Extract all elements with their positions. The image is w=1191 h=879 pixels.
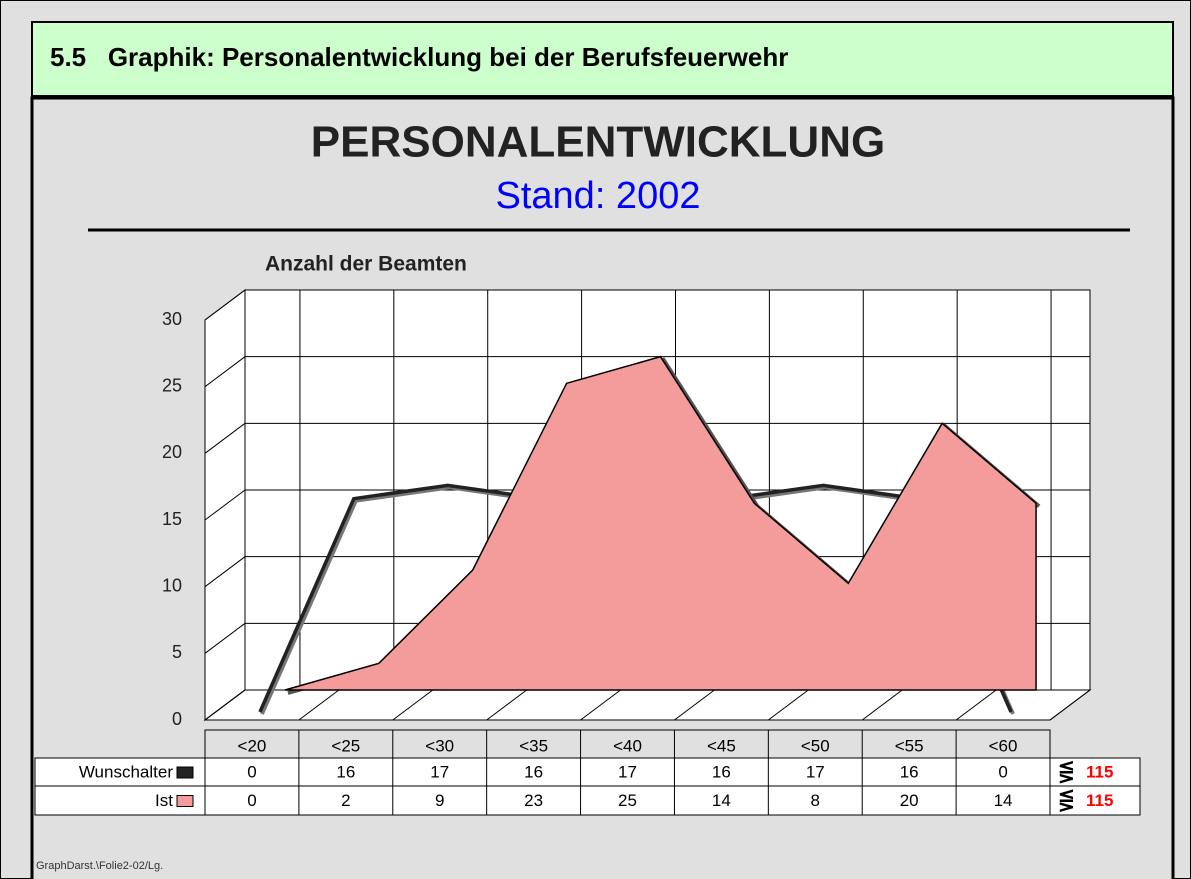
table-value: 0 xyxy=(998,762,1007,781)
grid-line xyxy=(204,622,246,654)
chart-subtitle: Stand: 2002 xyxy=(496,175,701,217)
floor-line xyxy=(1049,689,1091,721)
floor-line xyxy=(392,689,434,721)
total-symbol: ⋚ xyxy=(1058,760,1075,784)
floor xyxy=(203,689,1092,721)
y-tick-label: 25 xyxy=(162,375,182,395)
grid-line xyxy=(204,289,246,321)
x-tick-label: <45 xyxy=(707,736,736,755)
floor-line xyxy=(674,689,715,721)
y-tick-label: 10 xyxy=(162,575,182,595)
x-tick-label: <55 xyxy=(895,736,924,755)
table-value: 2 xyxy=(341,791,350,810)
table-value: 14 xyxy=(712,791,731,810)
floor-line xyxy=(204,689,246,721)
grid-line xyxy=(204,489,246,521)
y-tick-label: 0 xyxy=(172,709,182,729)
legend-swatch xyxy=(176,795,194,807)
table-value: 8 xyxy=(811,791,820,810)
floor-line xyxy=(861,689,903,721)
header-bar xyxy=(31,21,1174,97)
table-value: 0 xyxy=(247,791,256,810)
table-value: 17 xyxy=(430,762,449,781)
table-value: 20 xyxy=(900,791,919,810)
table-value: 16 xyxy=(900,762,919,781)
table-value: 9 xyxy=(435,791,444,810)
area xyxy=(284,355,1037,691)
floor-line xyxy=(955,689,997,721)
table-value: 17 xyxy=(618,762,637,781)
table-value: 16 xyxy=(524,762,543,781)
x-tick-label: <25 xyxy=(331,736,360,755)
floor-line xyxy=(486,689,527,721)
table-value: 14 xyxy=(994,791,1013,810)
header-title: 5.5 Graphik: Personalentwicklung bei der… xyxy=(50,42,788,72)
table-value: 16 xyxy=(336,762,355,781)
y-tick-label: 30 xyxy=(162,309,182,329)
x-tick-label: <50 xyxy=(801,736,830,755)
floor-line xyxy=(768,689,809,721)
x-tick-label: <20 xyxy=(238,736,267,755)
table-value: 25 xyxy=(618,791,637,810)
y-tick-label: 5 xyxy=(172,642,182,662)
grid-line xyxy=(204,422,246,454)
grid-line xyxy=(204,556,246,588)
total-value: 115 xyxy=(1086,791,1113,810)
grid-line xyxy=(204,356,246,388)
legend-swatch xyxy=(176,766,194,779)
legend-label: Wunschalter xyxy=(79,762,174,781)
y-tick-label: 15 xyxy=(162,509,182,529)
footer: GraphDarst.\Folie2-02/Lg. xyxy=(36,860,163,872)
x-tick-label: <40 xyxy=(613,736,642,755)
table-value: 17 xyxy=(806,762,825,781)
table-value: 0 xyxy=(247,762,256,781)
chart-title: PERSONALENTWICKLUNG xyxy=(311,118,885,167)
floor-line xyxy=(580,689,621,721)
y-tick-label: 20 xyxy=(162,442,182,462)
total-symbol: ⋚ xyxy=(1058,789,1075,813)
total-value: 115 xyxy=(1086,762,1113,781)
floor-line xyxy=(298,689,340,721)
legend-label: Ist xyxy=(155,791,173,810)
table-value: 23 xyxy=(524,791,543,810)
x-tick-label: <60 xyxy=(989,736,1018,755)
x-tick-label: <30 xyxy=(425,736,454,755)
y-axis-label: Anzahl der Beamten xyxy=(265,253,467,276)
table-value: 16 xyxy=(712,762,731,781)
x-tick-label: <35 xyxy=(519,736,548,755)
